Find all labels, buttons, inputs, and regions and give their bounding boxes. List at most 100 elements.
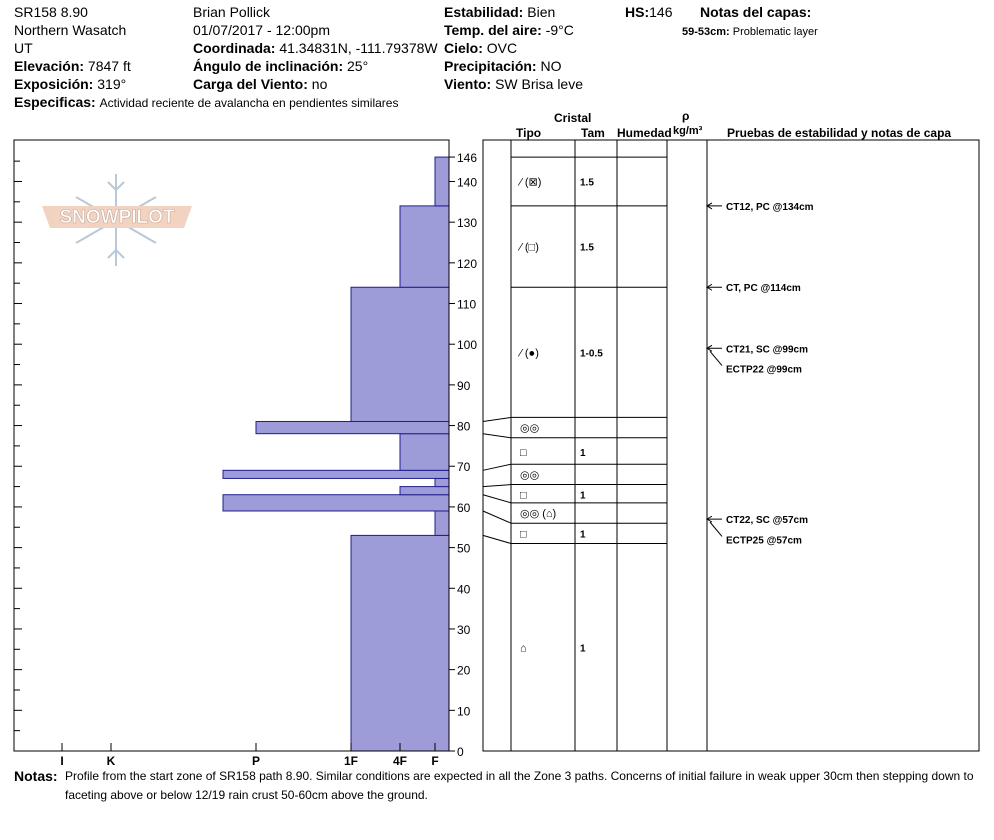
layer-type-1: ⁄ (□) bbox=[517, 242, 539, 254]
test-label-2: CT21, SC @99cm bbox=[726, 344, 808, 355]
layer-size-0: 1.5 bbox=[580, 177, 594, 188]
elevation-value: 7847 ft bbox=[87, 58, 131, 74]
hardness-bar-9 bbox=[399, 205, 450, 288]
aspect-value: 319° bbox=[97, 76, 127, 92]
stability-label: Estabilidad: bbox=[444, 4, 524, 20]
region: Northern Wasatch bbox=[14, 22, 127, 38]
snowpilot-logo: SNOWPILOT bbox=[42, 174, 192, 266]
test-arrow-5 bbox=[709, 521, 723, 537]
hs-label: HS: bbox=[625, 4, 650, 20]
type-header: Tipo bbox=[516, 126, 542, 140]
y-axis-ticks: 0 10 20 30 40 50 60 70 80 90 100 110 120 130 140 146 bbox=[14, 151, 477, 759]
layer-type-4: □ bbox=[520, 447, 527, 459]
layer-boundaries bbox=[511, 156, 667, 545]
tests-header: Pruebas de estabilidad y notas de capa bbox=[727, 126, 952, 140]
hardness-bar-6 bbox=[399, 433, 450, 471]
layer-notes-title: Notas del capas: bbox=[700, 4, 812, 20]
test-label-3: ECTP22 @99cm bbox=[726, 365, 802, 376]
hardness-bar-4 bbox=[434, 477, 450, 488]
layer-type-9: ⌂ bbox=[520, 642, 527, 654]
sky: Cielo: OVC bbox=[444, 40, 517, 56]
elevation: Elevación: 7847 ft bbox=[14, 58, 131, 74]
y-tick-label-0: 0 bbox=[457, 745, 464, 759]
x-tick-label-1F: 1F bbox=[344, 754, 358, 768]
hardness-bar-10 bbox=[434, 156, 450, 207]
connector-4 bbox=[482, 494, 512, 504]
connector-6 bbox=[482, 534, 512, 545]
air-temp: Temp. del aire: -9°C bbox=[444, 22, 574, 38]
layer-cells: ⁄ (⊠) 1.5 ⁄ (□) 1.5 ⁄ (●) 1-0.5 ◎◎ □ 1 ◎◎ □ 1 ◎◎ (⌂)… bbox=[517, 176, 603, 654]
moisture-header: Humedad bbox=[617, 126, 672, 140]
connector-5 bbox=[482, 510, 512, 524]
hardness-bar-2 bbox=[222, 494, 450, 512]
hardness-bar-5 bbox=[222, 469, 450, 479]
precipitation: Precipitación: NO bbox=[444, 58, 561, 74]
aspect: Exposición: 319° bbox=[14, 76, 126, 92]
x-tick-label-I: I bbox=[60, 754, 63, 768]
test-arrowhead-1 bbox=[706, 283, 713, 291]
x-tick-label-4F: 4F bbox=[393, 754, 407, 768]
layer-size-8: 1 bbox=[580, 529, 586, 540]
wind-value: SW Brisa leve bbox=[495, 76, 584, 92]
stability-value: Bien bbox=[527, 4, 556, 20]
layer-size-1: 1.5 bbox=[580, 243, 594, 254]
y-tick-label-70: 70 bbox=[457, 460, 471, 474]
hs-value: 146 bbox=[649, 4, 673, 20]
specifics-label: Especificas: bbox=[14, 94, 96, 110]
hardness-bars bbox=[222, 156, 450, 752]
layer-size-2: 1-0.5 bbox=[580, 348, 603, 359]
y-tick-label-140: 140 bbox=[457, 175, 477, 189]
layer-type-5: ◎◎ bbox=[520, 469, 539, 481]
x-tick-label-F: F bbox=[431, 754, 438, 768]
slope-angle: Ángulo de inclinación: 25° bbox=[193, 58, 368, 74]
y-tick-label-30: 30 bbox=[457, 623, 471, 637]
connector-1 bbox=[482, 433, 512, 439]
test-label-0: CT12, PC @134cm bbox=[726, 202, 814, 213]
hardness-bar-1 bbox=[434, 510, 450, 536]
state: UT bbox=[14, 40, 33, 56]
wind: Viento: SW Brisa leve bbox=[444, 76, 583, 92]
y-tick-label-146: 146 bbox=[457, 151, 477, 165]
test-label-1: CT, PC @114cm bbox=[726, 283, 801, 294]
notes: Notas: Profile from the start zone of SR… bbox=[14, 767, 989, 802]
density-unit-header: kg/m³ bbox=[673, 125, 703, 137]
hardness-bar-3 bbox=[399, 486, 450, 496]
test-arrow-3 bbox=[709, 350, 723, 366]
connector-0 bbox=[482, 416, 512, 422]
slope-value: 25° bbox=[347, 58, 369, 74]
hardness-bar-7 bbox=[255, 420, 450, 435]
specifics: Especificas: Actividad reciente de avala… bbox=[14, 94, 398, 111]
layer-size-6: 1 bbox=[580, 491, 586, 502]
connector-2 bbox=[482, 463, 512, 471]
y-tick-label-60: 60 bbox=[457, 501, 471, 515]
test-arrowhead-0 bbox=[706, 202, 713, 210]
air-temp-label: Temp. del aire: bbox=[444, 22, 542, 38]
crystal-header: Cristal bbox=[554, 111, 592, 125]
stability-tests: CT12, PC @134cm CT, PC @114cm CT21, SC @99… bbox=[706, 202, 814, 546]
x-tick-label-K: K bbox=[107, 754, 116, 768]
y-tick-label-40: 40 bbox=[457, 582, 471, 596]
y-tick-label-130: 130 bbox=[457, 216, 477, 230]
y-tick-label-50: 50 bbox=[457, 542, 471, 556]
coord-label: Coordinada: bbox=[193, 40, 276, 56]
test-label-5: ECTP25 @57cm bbox=[726, 535, 802, 546]
rho-header: ρ bbox=[682, 109, 690, 123]
air-temp-value: -9°C bbox=[545, 22, 574, 38]
y-tick-label-80: 80 bbox=[457, 420, 471, 434]
y-tick-label-120: 120 bbox=[457, 257, 477, 271]
connector-3 bbox=[482, 484, 512, 488]
logo-text: SNOWPILOT bbox=[59, 207, 174, 228]
coordinates: Coordinada: 41.34831N, -111.79378W bbox=[193, 40, 438, 56]
layer-size-9: 1 bbox=[580, 643, 586, 654]
layer-note-range: 59-53cm: bbox=[682, 26, 730, 38]
y-tick-label-20: 20 bbox=[457, 664, 471, 678]
aspect-label: Exposición: bbox=[14, 76, 94, 92]
sky-value: OVC bbox=[486, 40, 518, 56]
layer-note-text: Problematic layer bbox=[732, 26, 818, 38]
datetime: 01/07/2017 - 12:00pm bbox=[193, 22, 330, 38]
coord-value: 41.34831N, -111.79378W bbox=[279, 40, 438, 56]
layer-connectors bbox=[482, 416, 512, 545]
hardness-bar-0 bbox=[350, 534, 450, 752]
layer-type-8: □ bbox=[520, 528, 527, 540]
